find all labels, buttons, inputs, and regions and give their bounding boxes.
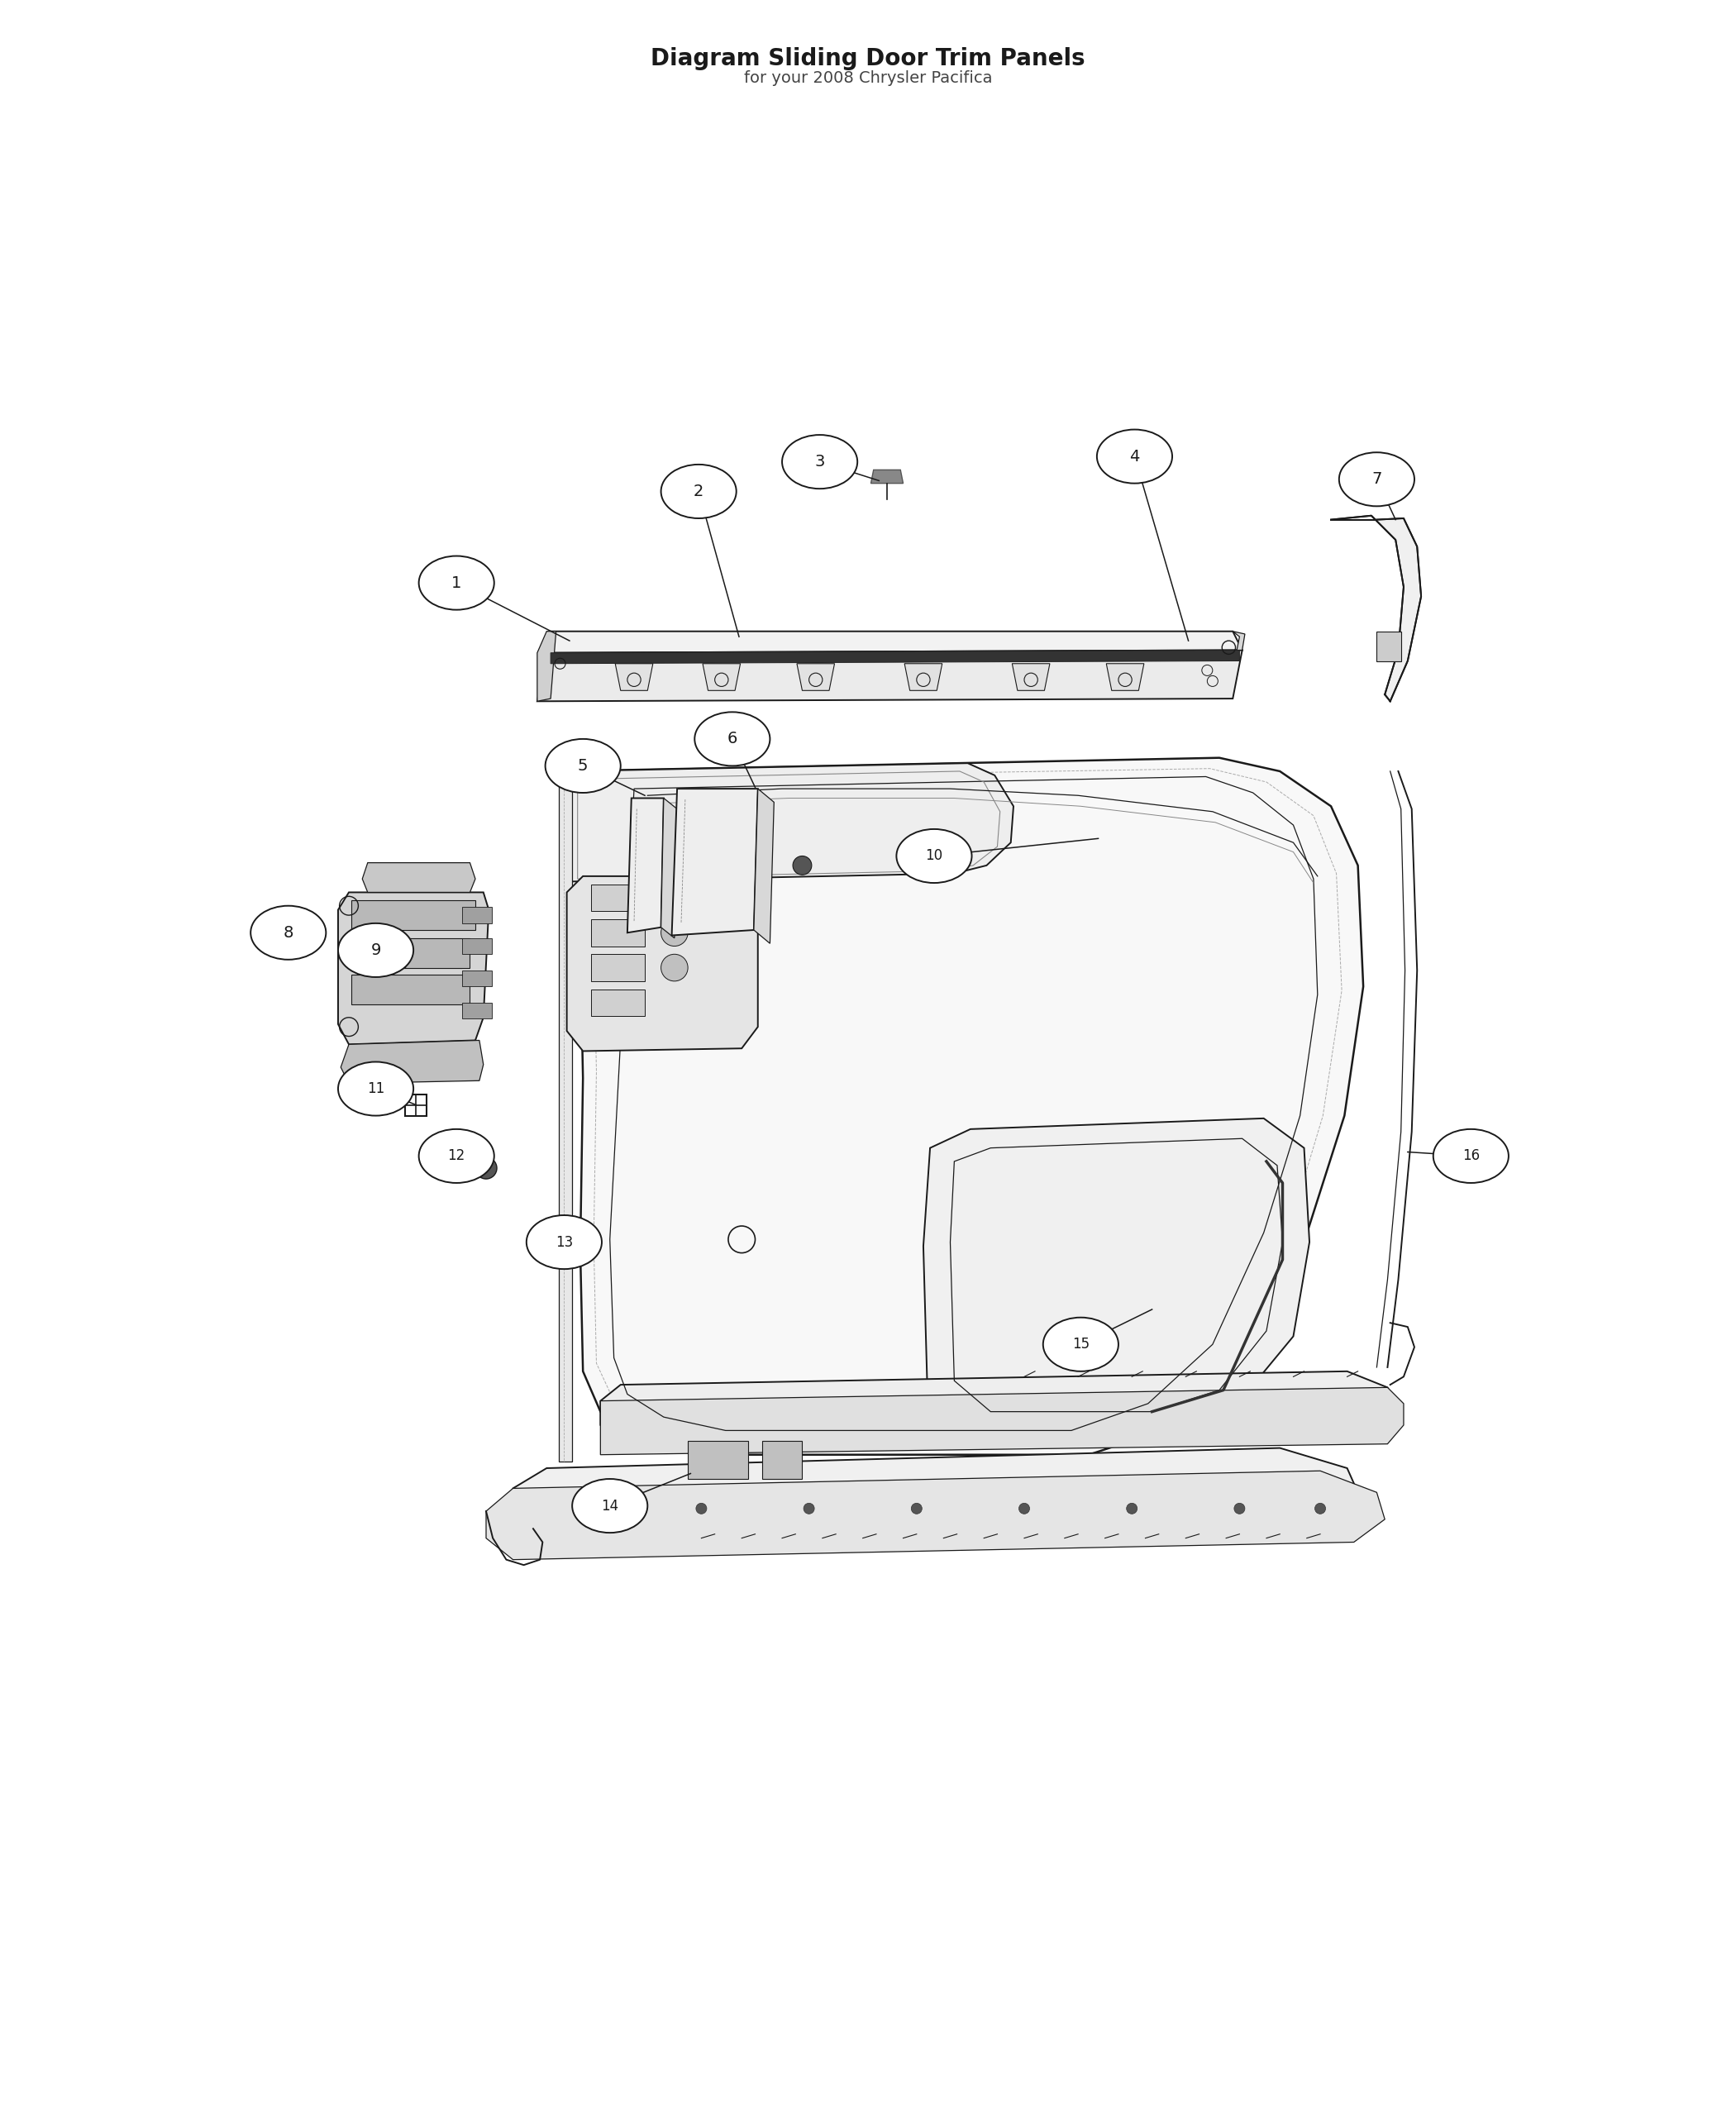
Text: 9: 9: [372, 942, 380, 957]
Circle shape: [1234, 1503, 1245, 1514]
Ellipse shape: [526, 1214, 602, 1269]
Text: 7: 7: [1371, 472, 1382, 487]
Text: 2: 2: [694, 483, 703, 500]
Circle shape: [661, 883, 687, 911]
Polygon shape: [871, 470, 903, 483]
Circle shape: [696, 1503, 707, 1514]
Bar: [590, 989, 644, 1016]
Polygon shape: [753, 788, 774, 944]
Circle shape: [476, 1157, 496, 1178]
Polygon shape: [904, 664, 943, 691]
Polygon shape: [1012, 664, 1050, 691]
Bar: [462, 938, 491, 955]
Polygon shape: [536, 630, 556, 702]
Polygon shape: [1233, 630, 1245, 649]
Text: 5: 5: [578, 759, 589, 774]
Circle shape: [1019, 1503, 1029, 1514]
Bar: [404, 1094, 427, 1115]
Polygon shape: [924, 1119, 1309, 1425]
Polygon shape: [339, 892, 490, 1043]
Ellipse shape: [250, 906, 326, 959]
Bar: [590, 919, 644, 946]
Polygon shape: [363, 862, 476, 892]
Circle shape: [1314, 1503, 1326, 1514]
Polygon shape: [1332, 516, 1422, 702]
Ellipse shape: [1043, 1318, 1118, 1372]
Ellipse shape: [418, 1130, 495, 1183]
Polygon shape: [627, 799, 663, 932]
Text: for your 2008 Chrysler Pacifica: for your 2008 Chrysler Pacifica: [743, 70, 993, 86]
Ellipse shape: [418, 557, 495, 609]
Text: 15: 15: [1073, 1336, 1090, 1351]
Polygon shape: [561, 763, 1014, 881]
Ellipse shape: [694, 713, 771, 765]
Polygon shape: [661, 799, 677, 938]
Circle shape: [793, 856, 812, 875]
Bar: [762, 1442, 802, 1480]
Polygon shape: [514, 1448, 1358, 1528]
Text: 10: 10: [925, 850, 943, 864]
Circle shape: [661, 955, 687, 980]
Polygon shape: [601, 1372, 1397, 1442]
Bar: [462, 906, 491, 923]
Text: 14: 14: [601, 1499, 618, 1514]
Bar: [351, 900, 476, 930]
Bar: [351, 938, 470, 968]
Polygon shape: [568, 877, 759, 1052]
Ellipse shape: [573, 1480, 648, 1533]
Text: 12: 12: [448, 1149, 465, 1164]
Text: 3: 3: [814, 453, 825, 470]
Polygon shape: [1106, 664, 1144, 691]
Circle shape: [661, 919, 687, 946]
Ellipse shape: [339, 923, 413, 978]
Text: Diagram Sliding Door Trim Panels: Diagram Sliding Door Trim Panels: [651, 48, 1085, 70]
Circle shape: [306, 936, 311, 942]
Polygon shape: [340, 1041, 483, 1084]
Polygon shape: [550, 649, 1240, 664]
Bar: [590, 883, 644, 911]
Ellipse shape: [1097, 430, 1172, 483]
Text: 6: 6: [727, 731, 738, 746]
Bar: [462, 1003, 491, 1018]
Text: 8: 8: [283, 925, 293, 940]
Ellipse shape: [545, 740, 621, 793]
Ellipse shape: [781, 434, 858, 489]
Polygon shape: [615, 664, 653, 691]
Polygon shape: [547, 630, 1243, 653]
Polygon shape: [536, 649, 1243, 702]
Bar: [687, 1442, 748, 1480]
Bar: [1377, 630, 1401, 662]
Text: 4: 4: [1130, 449, 1139, 464]
Text: 16: 16: [1462, 1149, 1479, 1164]
Polygon shape: [559, 772, 573, 1461]
Text: 11: 11: [366, 1081, 385, 1096]
Polygon shape: [486, 1471, 1385, 1560]
Polygon shape: [672, 788, 759, 936]
Bar: [351, 974, 470, 1003]
Circle shape: [804, 1503, 814, 1514]
Ellipse shape: [1434, 1130, 1509, 1183]
Circle shape: [1127, 1503, 1137, 1514]
Ellipse shape: [896, 828, 972, 883]
Circle shape: [911, 1503, 922, 1514]
Ellipse shape: [339, 1062, 413, 1115]
Bar: [462, 970, 491, 987]
Polygon shape: [601, 1387, 1404, 1455]
Text: 13: 13: [556, 1235, 573, 1250]
Polygon shape: [703, 664, 740, 691]
Ellipse shape: [1338, 453, 1415, 506]
Polygon shape: [797, 664, 835, 691]
Ellipse shape: [661, 464, 736, 519]
Text: 1: 1: [451, 575, 462, 590]
Bar: [590, 955, 644, 980]
Polygon shape: [561, 757, 1363, 1455]
